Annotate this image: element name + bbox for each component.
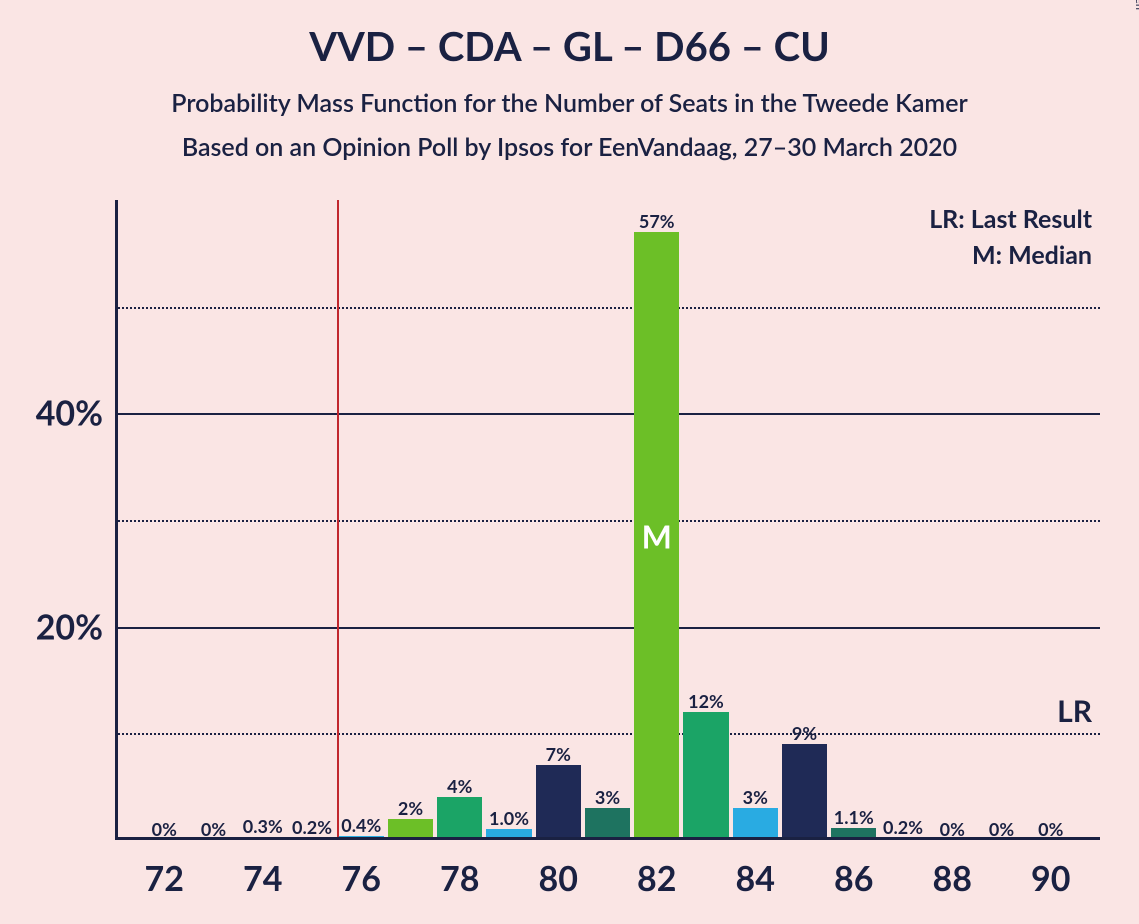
- chart-plot-area: 20%40%0%0%0.3%0.2%0.4%2%4%1.0%7%3%57%12%…: [115, 200, 1100, 840]
- chart-subtitle-1: Probability Mass Function for the Number…: [0, 88, 1139, 118]
- last-result-line: [337, 200, 339, 840]
- pmf-bar-label: 9%: [792, 722, 817, 744]
- y-tick-label: 20%: [36, 606, 115, 647]
- pmf-bar: [585, 808, 630, 840]
- gridline-minor: [115, 520, 1100, 522]
- y-axis: [115, 200, 118, 840]
- x-tick-label: 76: [342, 840, 381, 899]
- pmf-bar-label: 0.2%: [883, 816, 923, 838]
- pmf-bar-label: 0.3%: [243, 815, 283, 837]
- x-tick-label: 84: [736, 840, 775, 899]
- y-tick-label: 40%: [36, 393, 115, 434]
- x-tick-label: 90: [1031, 840, 1070, 899]
- pmf-bar-label: 0.2%: [292, 816, 332, 838]
- median-marker: M: [642, 517, 672, 556]
- pmf-bar: [437, 797, 482, 840]
- pmf-bar: [733, 808, 778, 840]
- chart-subtitle-2: Based on an Opinion Poll by Ipsos for Ee…: [0, 132, 1139, 162]
- x-tick-label: 88: [933, 840, 972, 899]
- x-tick-label: 80: [539, 840, 578, 899]
- copyright-text: © 2020 Filip van Laenen: [1133, 0, 1139, 10]
- lr-axis-label: LR: [1057, 693, 1092, 729]
- pmf-bar: [683, 712, 728, 840]
- x-tick-label: 78: [440, 840, 479, 899]
- pmf-bar-label: 0.4%: [341, 814, 381, 836]
- pmf-bar-label: 12%: [688, 690, 724, 712]
- pmf-bar-label: 1.1%: [834, 806, 874, 828]
- pmf-bar-label: 4%: [447, 775, 472, 797]
- x-tick-label: 74: [243, 840, 282, 899]
- pmf-bar-label: 3%: [743, 786, 768, 808]
- pmf-bar-label: 2%: [398, 797, 423, 819]
- pmf-bar-label: 1.0%: [489, 807, 529, 829]
- x-tick-label: 86: [834, 840, 873, 899]
- legend-lr: LR: Last Result: [929, 204, 1092, 234]
- pmf-bar: [536, 765, 581, 840]
- pmf-bar-label: 3%: [595, 786, 620, 808]
- gridline-minor: [115, 733, 1100, 735]
- legend-median: M: Median: [972, 240, 1092, 270]
- pmf-bar-label: 7%: [546, 743, 571, 765]
- pmf-bar-label: 57%: [639, 210, 675, 232]
- gridline-minor: [115, 307, 1100, 309]
- gridline-major: [115, 627, 1100, 629]
- chart-title: VVD – CDA – GL – D66 – CU: [0, 0, 1139, 70]
- gridline-major: [115, 413, 1100, 415]
- x-tick-label: 82: [637, 840, 676, 899]
- x-tick-label: 72: [145, 840, 184, 899]
- pmf-bar: [782, 744, 827, 840]
